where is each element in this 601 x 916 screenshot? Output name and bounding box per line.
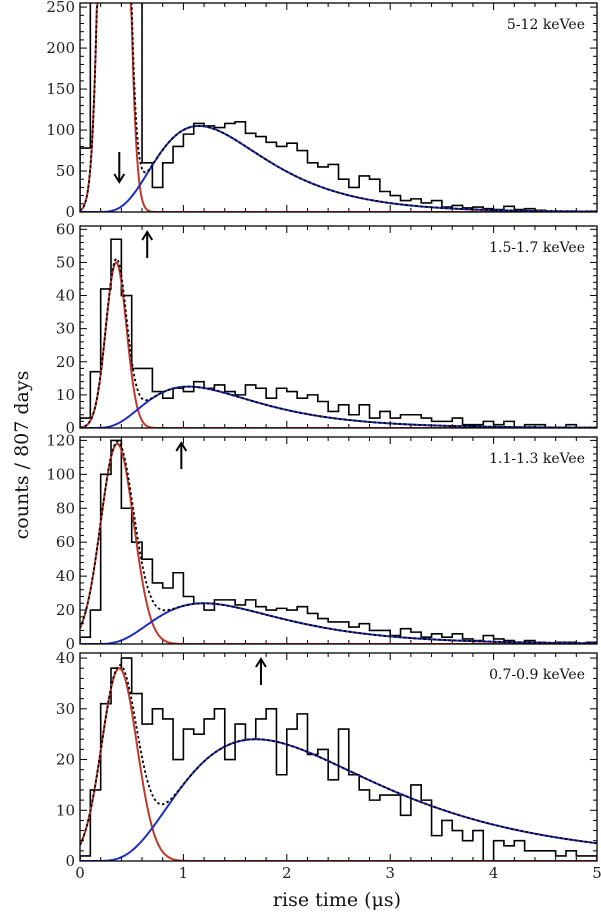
plot-area [80, 657, 597, 861]
x-tick-label: 3 [385, 864, 395, 882]
arrow-head-icon [113, 173, 126, 184]
y-tick-label: 250 [46, 0, 75, 16]
slow-component-curve [80, 602, 597, 644]
y-tick-label: 10 [56, 801, 75, 819]
y-tick-label: 0 [65, 635, 75, 653]
y-tick-label: 40 [56, 287, 75, 305]
histogram-series [80, 439, 597, 644]
fast-component-curve [80, 261, 597, 428]
panel-2: 0 10 20 30 40 50 60 1.5-1.7 keVee [56, 220, 598, 437]
y-tick-label: 0 [65, 419, 75, 437]
y-tick-label: 150 [46, 80, 75, 98]
histogram-series [80, 657, 597, 861]
y-tick-label: 200 [46, 39, 75, 57]
y-tick-label: 40 [56, 649, 75, 667]
panel-frame [79, 225, 598, 429]
panel-3: 0 20 40 60 80 100 120 1.1-1.3 keVee [46, 431, 598, 653]
plot-area [80, 238, 597, 428]
fast-component-curve [80, 667, 597, 861]
x-tick-label: 5 [592, 864, 601, 882]
y-tick-label: 60 [56, 533, 75, 551]
y-tick-label: 60 [56, 220, 75, 238]
x-tick-label: 0 [75, 864, 85, 882]
total-fit-curve [80, 3, 597, 212]
y-tick-label: 20 [56, 601, 75, 619]
plot-area [80, 439, 597, 644]
y-tick-label: 120 [46, 431, 75, 449]
panel-label: 1.5-1.7 keVee [489, 240, 585, 256]
arrow-head-icon [141, 230, 154, 241]
y-tick-label: 30 [56, 320, 75, 338]
panel-frame [79, 436, 598, 645]
y-tick-label: 0 [65, 203, 75, 221]
panel-4: 0 10 20 30 40 0 1 2 3 4 5 0.7-0.9 keVee [56, 649, 601, 882]
y-tick-label: 20 [56, 353, 75, 371]
total-fit-curve [80, 440, 597, 644]
y-tick-label: 0 [65, 852, 75, 870]
y-axis-title: counts / 807 days [11, 371, 33, 540]
x-axis-title: rise time (μs) [273, 889, 401, 911]
arrow-head-icon [175, 441, 188, 452]
y-tick-label: 30 [56, 700, 75, 718]
panel-frame [79, 2, 598, 213]
x-tick-label: 2 [282, 864, 292, 882]
panel-label: 1.1-1.3 keVee [489, 451, 585, 467]
histogram-series [80, 238, 597, 428]
y-tick-label: 20 [56, 751, 75, 769]
y-tick-label: 10 [56, 386, 75, 404]
panel-frame [79, 652, 598, 862]
arrow-head-icon [255, 657, 267, 668]
y-tick-label: 80 [56, 499, 75, 517]
panel-label: 0.7-0.9 keVee [489, 667, 585, 683]
x-tick-label: 4 [489, 864, 499, 882]
total-fit-curve [80, 664, 597, 846]
total-fit-curve [80, 257, 597, 428]
y-tick-label: 100 [46, 121, 75, 139]
y-tick-label: 50 [56, 162, 75, 180]
y-tick-label: 40 [56, 567, 75, 585]
panel-1: 0 50 100 150 200 250 5-12 keVee [46, 0, 598, 221]
y-tick-label: 50 [56, 253, 75, 271]
panel-label: 5-12 keVee [507, 17, 585, 33]
x-tick-label: 1 [179, 864, 189, 882]
fast-component-curve [80, 442, 597, 644]
y-tick-label: 100 [46, 465, 75, 483]
